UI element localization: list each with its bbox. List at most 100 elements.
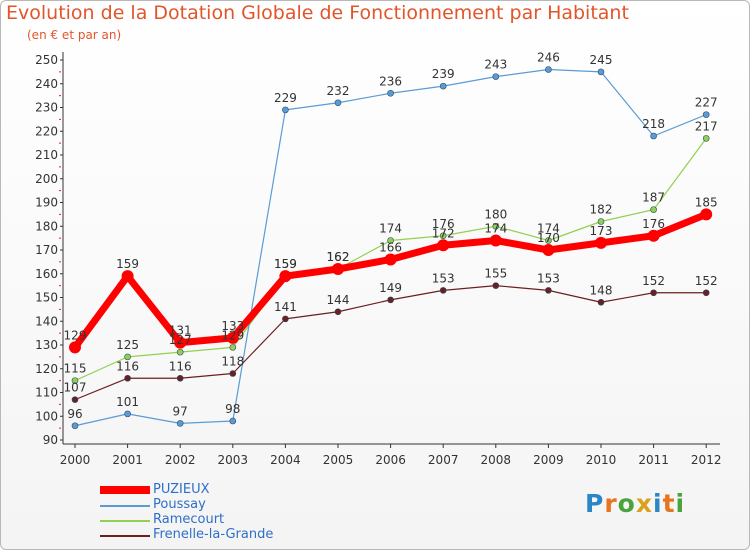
- data-point-puzieux: [332, 263, 344, 275]
- logo-letter: t: [662, 489, 676, 518]
- x-tick-label: 2004: [270, 453, 301, 467]
- data-point-puzieux: [595, 236, 607, 249]
- data-point-puzieux: [279, 270, 292, 283]
- data-label-ramecourt: 129: [221, 328, 244, 342]
- proxiti-logo: Proxiti: [585, 489, 685, 518]
- data-point-puzieux: [647, 229, 660, 242]
- data-label-puzieux: 133: [221, 319, 244, 333]
- y-tick-label: 100: [35, 409, 58, 423]
- data-label-poussay: 229: [274, 91, 297, 105]
- data-label-poussay: 236: [379, 74, 402, 88]
- data-label-poussay: 245: [590, 53, 613, 67]
- data-label-puzieux: 176: [642, 217, 665, 231]
- x-tick-label: 2001: [112, 453, 143, 467]
- x-tick-label: 2011: [638, 453, 669, 467]
- data-label-poussay: 232: [327, 84, 350, 98]
- data-label-poussay: 227: [695, 96, 718, 110]
- data-point-frenelle-la-grande: [229, 370, 237, 377]
- data-label-ramecourt: 127: [169, 333, 192, 347]
- data-point-ramecourt: [124, 353, 131, 361]
- data-point-frenelle-la-grande: [439, 287, 447, 294]
- y-tick-label: 190: [35, 196, 58, 210]
- data-label-frenelle-la-grande: 155: [484, 267, 507, 281]
- data-point-ramecourt: [702, 135, 710, 142]
- data-label-puzieux: 159: [274, 257, 297, 271]
- data-label-ramecourt: 180: [484, 207, 507, 221]
- data-label-puzieux: 172: [432, 226, 455, 240]
- legend-swatch: [100, 486, 150, 494]
- data-label-frenelle-la-grande: 144: [327, 293, 350, 307]
- data-point-puzieux: [384, 253, 397, 266]
- data-point-frenelle-la-grande: [124, 374, 131, 382]
- data-label-poussay: 101: [116, 395, 139, 409]
- data-point-poussay: [439, 82, 447, 90]
- data-label-puzieux: 159: [116, 257, 139, 271]
- data-label-poussay: 246: [537, 51, 560, 65]
- data-label-puzieux: 129: [64, 328, 87, 342]
- data-point-frenelle-la-grande: [597, 298, 605, 306]
- y-tick-label: 150: [35, 291, 58, 305]
- data-point-frenelle-la-grande: [71, 396, 79, 403]
- data-label-ramecourt: 125: [116, 338, 139, 352]
- data-point-frenelle-la-grande: [334, 308, 342, 316]
- legend-label: Poussay: [153, 497, 206, 512]
- data-label-frenelle-la-grande: 141: [274, 300, 297, 314]
- data-label-ramecourt: 162: [327, 250, 350, 264]
- x-tick-label: 2005: [323, 453, 354, 467]
- data-label-frenelle-la-grande: 116: [116, 359, 139, 373]
- data-label-frenelle-la-grande: 148: [590, 283, 613, 297]
- legend-label: Frenelle-la-Grande: [153, 527, 274, 542]
- data-label-frenelle-la-grande: 107: [64, 381, 87, 395]
- data-label-ramecourt: 159: [274, 257, 297, 271]
- y-tick-label: 170: [35, 243, 58, 257]
- data-point-poussay: [387, 89, 394, 97]
- data-label-ramecourt: 174: [537, 222, 560, 236]
- x-tick-label: 2008: [481, 453, 512, 467]
- data-point-poussay: [334, 99, 342, 107]
- logo-letter: x: [635, 489, 653, 518]
- logo-letter: i: [653, 489, 663, 518]
- y-tick-label: 180: [35, 219, 58, 233]
- data-point-frenelle-la-grande: [492, 282, 500, 289]
- data-point-frenelle-la-grande: [387, 296, 394, 304]
- data-point-puzieux: [437, 239, 450, 252]
- data-point-puzieux: [542, 244, 555, 256]
- y-tick-label: 160: [35, 267, 58, 281]
- data-label-puzieux: 131: [169, 324, 192, 338]
- data-point-ramecourt: [545, 237, 552, 244]
- y-tick-label: 220: [35, 124, 58, 138]
- data-point-frenelle-la-grande: [650, 289, 657, 297]
- data-point-ramecourt: [492, 222, 500, 230]
- data-label-ramecourt: 176: [432, 217, 455, 231]
- x-tick-label: 2009: [533, 453, 564, 467]
- chart-title: Evolution de la Dotation Globale de Fonc…: [6, 2, 629, 24]
- data-point-poussay: [702, 111, 710, 118]
- x-tick-label: 2002: [165, 453, 196, 467]
- legend-swatch: [100, 520, 150, 522]
- y-tick-label: 240: [35, 77, 58, 91]
- data-label-frenelle-la-grande: 152: [642, 274, 665, 288]
- data-point-puzieux: [174, 336, 187, 349]
- data-label-ramecourt: 217: [695, 119, 718, 133]
- data-point-poussay: [229, 417, 237, 425]
- data-point-poussay: [282, 106, 289, 114]
- logo-letter: i: [675, 489, 686, 518]
- data-label-poussay: 98: [225, 402, 240, 416]
- data-label-poussay: 239: [432, 67, 455, 81]
- data-point-poussay: [545, 66, 552, 73]
- data-point-puzieux: [121, 270, 134, 283]
- x-tick-label: 2000: [60, 453, 91, 467]
- data-point-ramecourt: [650, 206, 657, 213]
- data-label-frenelle-la-grande: 153: [537, 271, 560, 285]
- data-point-puzieux: [700, 208, 713, 221]
- data-label-ramecourt: 182: [590, 203, 613, 217]
- data-point-ramecourt: [71, 377, 79, 384]
- y-tick-label: 90: [43, 433, 58, 447]
- data-point-puzieux: [69, 341, 81, 354]
- data-point-poussay: [176, 420, 184, 427]
- y-tick-label: 210: [35, 148, 58, 162]
- logo-letter: r: [604, 489, 618, 518]
- data-label-poussay: 96: [67, 407, 82, 421]
- data-point-frenelle-la-grande: [545, 287, 552, 294]
